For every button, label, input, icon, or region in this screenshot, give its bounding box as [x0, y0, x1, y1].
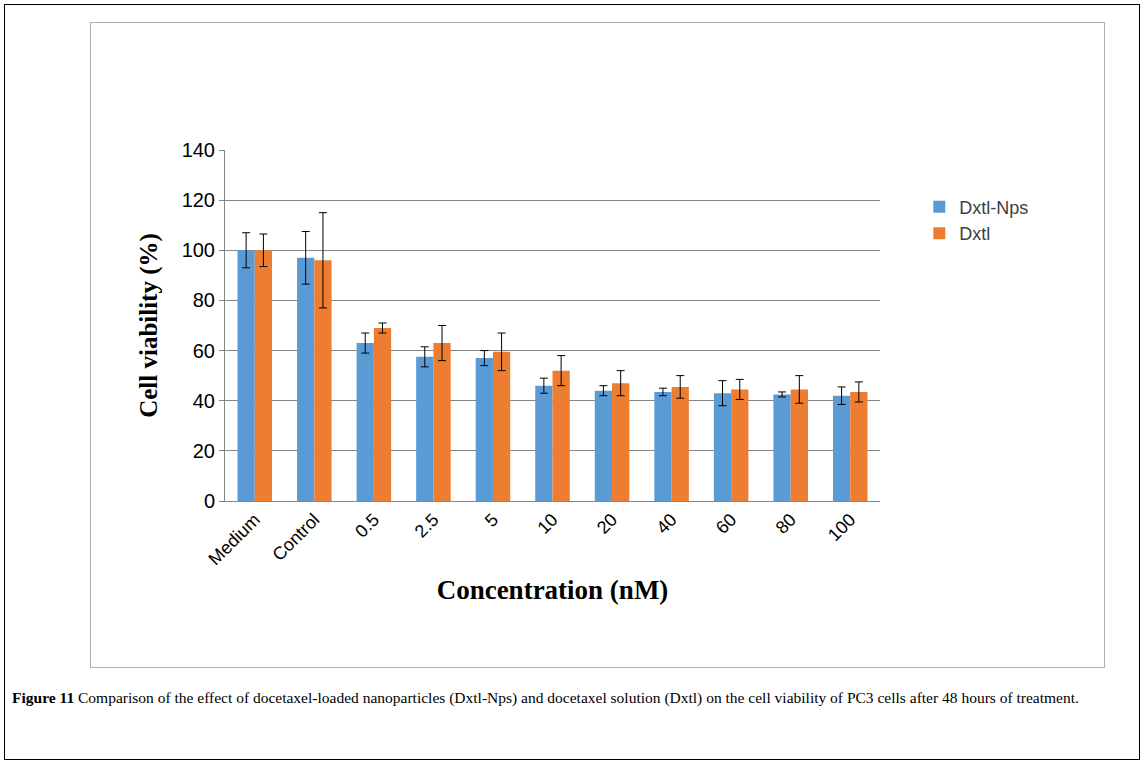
svg-text:5: 5 — [481, 510, 502, 531]
svg-text:10: 10 — [533, 510, 561, 538]
svg-text:Concentration (nM): Concentration (nM) — [437, 575, 669, 605]
svg-text:40: 40 — [193, 390, 215, 412]
svg-text:Dxtl-Nps: Dxtl-Nps — [959, 198, 1028, 218]
svg-text:2.5: 2.5 — [411, 510, 443, 542]
svg-text:Cell viability (%): Cell viability (%) — [135, 233, 163, 418]
svg-text:Medium: Medium — [205, 510, 264, 569]
svg-text:80: 80 — [772, 510, 800, 538]
svg-text:20: 20 — [193, 440, 215, 462]
svg-text:20: 20 — [593, 510, 621, 538]
svg-text:60: 60 — [193, 340, 215, 362]
svg-text:60: 60 — [712, 510, 740, 538]
svg-text:40: 40 — [652, 510, 680, 538]
svg-text:Control: Control — [268, 510, 323, 565]
svg-text:140: 140 — [182, 139, 215, 161]
svg-text:120: 120 — [182, 189, 215, 211]
svg-text:0: 0 — [204, 490, 215, 512]
html-text:Figure 11 Comparison of the ef: Figure 11 Comparison of the effect of do… — [12, 689, 1079, 706]
svg-text:80: 80 — [193, 289, 215, 311]
svg-text:0.5: 0.5 — [351, 510, 383, 542]
svg-text:Dxtl: Dxtl — [959, 224, 990, 244]
svg-text:100: 100 — [182, 239, 215, 261]
svg-text:100: 100 — [824, 510, 859, 545]
